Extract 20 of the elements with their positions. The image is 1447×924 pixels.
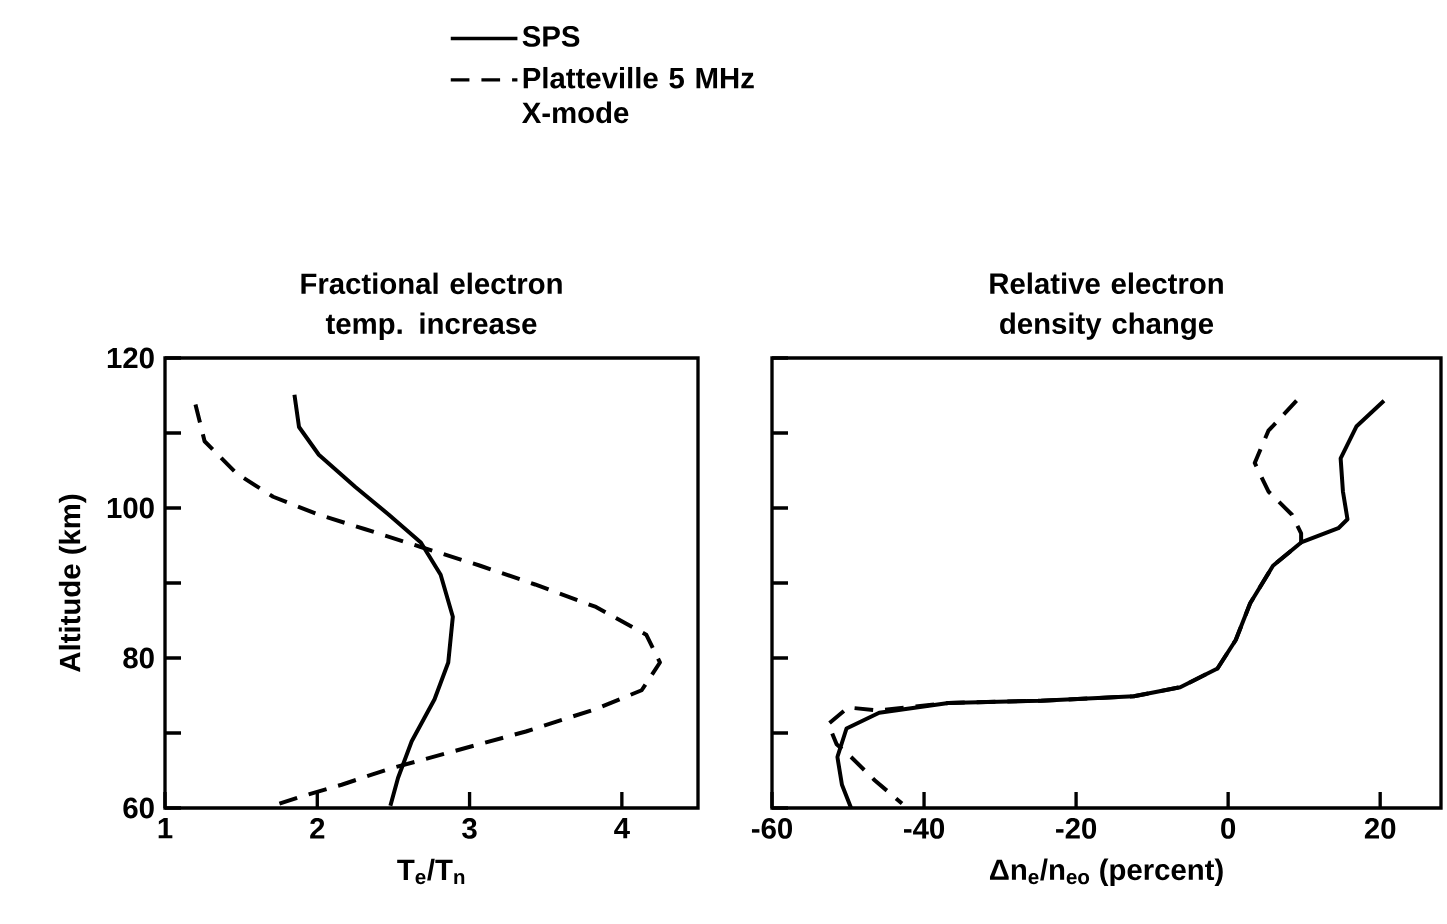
y-tick-label: 80 — [123, 647, 154, 669]
y-tick-label: 100 — [107, 497, 154, 519]
x-tick-label: 3 — [462, 818, 477, 839]
x-tick-label: 0 — [1221, 818, 1236, 839]
legend-label: SPS — [522, 26, 580, 47]
x-tick-label: 4 — [614, 818, 630, 839]
x-tick-label: -20 — [1056, 818, 1097, 839]
x-tick-label: 20 — [1364, 818, 1396, 839]
y-axis-title: Altitude (km) — [58, 494, 87, 672]
x-tick-label: 1 — [158, 818, 173, 839]
x-tick-label: -40 — [904, 818, 945, 839]
chart-title: Fractional electron temp. increase — [301, 272, 562, 340]
x-axis-title: Δn$_{e}$/n$_{eo}$ (percent) — [989, 858, 1223, 886]
legend-label: Platteville 5 MHz X-mode — [522, 66, 754, 124]
y-tick-label: 120 — [107, 347, 154, 369]
x-axis-title: T$_{e}$/T$_{n}$ — [397, 858, 465, 885]
y-tick-label: 60 — [123, 797, 154, 819]
x-tick-label: 2 — [310, 818, 325, 839]
chart-title: Relative electron density change — [990, 272, 1223, 340]
x-tick-label: -60 — [751, 818, 792, 839]
